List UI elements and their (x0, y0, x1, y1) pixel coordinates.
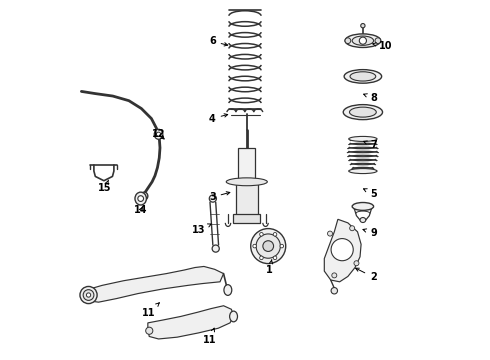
Ellipse shape (226, 178, 268, 186)
Ellipse shape (350, 226, 355, 231)
Ellipse shape (263, 241, 273, 251)
Ellipse shape (209, 195, 217, 202)
Text: 10: 10 (373, 41, 392, 51)
Ellipse shape (273, 233, 277, 236)
Ellipse shape (251, 229, 286, 264)
Polygon shape (148, 306, 234, 339)
Text: 6: 6 (209, 36, 228, 46)
FancyBboxPatch shape (233, 214, 260, 223)
Ellipse shape (331, 239, 353, 261)
Text: 5: 5 (364, 189, 377, 199)
Ellipse shape (224, 285, 232, 296)
Ellipse shape (156, 132, 161, 136)
Ellipse shape (230, 311, 238, 322)
Ellipse shape (352, 203, 373, 210)
Ellipse shape (345, 38, 351, 44)
Text: 9: 9 (363, 228, 377, 238)
Ellipse shape (83, 290, 94, 300)
Ellipse shape (343, 105, 383, 120)
Ellipse shape (354, 261, 359, 266)
Ellipse shape (154, 129, 163, 139)
Ellipse shape (256, 234, 280, 258)
Ellipse shape (375, 38, 381, 44)
Polygon shape (84, 266, 223, 302)
Text: 15: 15 (98, 180, 112, 193)
Ellipse shape (345, 34, 381, 48)
Ellipse shape (135, 192, 147, 205)
Ellipse shape (80, 287, 97, 303)
Ellipse shape (212, 245, 220, 252)
Ellipse shape (141, 192, 148, 200)
Text: 12: 12 (152, 129, 165, 139)
Ellipse shape (146, 327, 153, 334)
Ellipse shape (359, 37, 367, 44)
Text: 14: 14 (134, 205, 147, 215)
Text: 13: 13 (192, 224, 211, 235)
FancyBboxPatch shape (236, 180, 258, 219)
FancyBboxPatch shape (238, 148, 255, 180)
Text: 11: 11 (142, 303, 159, 318)
Ellipse shape (349, 136, 377, 141)
Ellipse shape (260, 233, 263, 236)
Ellipse shape (260, 256, 263, 260)
Text: 2: 2 (356, 268, 377, 282)
Ellipse shape (138, 196, 144, 202)
Polygon shape (324, 219, 361, 282)
Text: 3: 3 (209, 192, 230, 202)
Ellipse shape (352, 36, 373, 45)
Ellipse shape (361, 23, 365, 28)
Text: 1: 1 (267, 260, 273, 275)
Ellipse shape (349, 168, 377, 174)
Ellipse shape (349, 107, 376, 117)
Ellipse shape (332, 273, 337, 278)
Ellipse shape (327, 231, 333, 236)
Ellipse shape (253, 244, 256, 248)
Text: 4: 4 (209, 113, 228, 123)
Ellipse shape (344, 69, 382, 83)
Ellipse shape (86, 293, 91, 297)
Text: 11: 11 (202, 328, 216, 345)
Text: 7: 7 (364, 140, 377, 150)
Ellipse shape (273, 256, 277, 260)
Ellipse shape (360, 217, 366, 222)
Ellipse shape (280, 244, 284, 248)
Ellipse shape (350, 72, 376, 81)
Text: 8: 8 (364, 93, 377, 103)
Ellipse shape (331, 288, 338, 294)
